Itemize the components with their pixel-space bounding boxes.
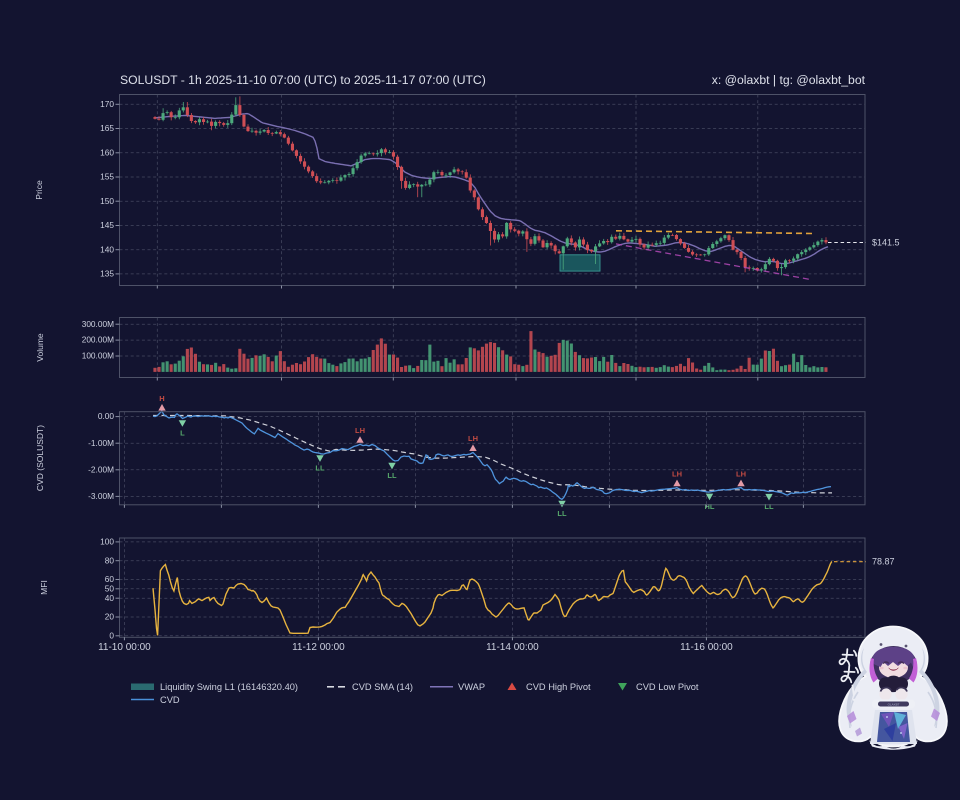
svg-text:145: 145	[100, 220, 114, 230]
svg-text:200.00M: 200.00M	[82, 335, 114, 345]
svg-text:Price: Price	[34, 180, 44, 200]
svg-text:11-14 00:00: 11-14 00:00	[486, 642, 539, 653]
svg-text:CVD: CVD	[160, 695, 180, 705]
svg-text:100.00M: 100.00M	[82, 351, 114, 361]
svg-text:135: 135	[100, 269, 114, 279]
svg-text:0.00: 0.00	[98, 411, 115, 421]
svg-text:140: 140	[100, 244, 114, 254]
svg-text:11-10 00:00: 11-10 00:00	[98, 642, 151, 653]
svg-text:HL: HL	[705, 502, 715, 511]
svg-text:150: 150	[100, 196, 114, 206]
svg-text:0: 0	[109, 630, 114, 640]
svg-text:155: 155	[100, 172, 114, 182]
svg-text:CVD SMA (14): CVD SMA (14)	[352, 682, 413, 692]
svg-text:MFI: MFI	[39, 580, 49, 595]
svg-text:Liquidity Swing L1 (16146320.4: Liquidity Swing L1 (16146320.40)	[160, 682, 298, 692]
svg-text:80: 80	[105, 555, 115, 565]
svg-text:78.87: 78.87	[872, 557, 895, 567]
svg-text:CVD Low Pivot: CVD Low Pivot	[636, 682, 699, 692]
svg-text:L: L	[180, 429, 185, 438]
svg-text:-2.00M: -2.00M	[88, 464, 114, 474]
svg-text:H: H	[159, 394, 164, 403]
svg-text:50: 50	[105, 583, 115, 593]
svg-text:LH: LH	[355, 426, 365, 435]
svg-text:LL: LL	[387, 471, 397, 480]
svg-text:CVD High Pivot: CVD High Pivot	[526, 682, 591, 692]
svg-text:LL: LL	[315, 464, 325, 473]
svg-text:LL: LL	[764, 502, 774, 511]
svg-text:170: 170	[100, 99, 114, 109]
svg-text:LH: LH	[736, 469, 746, 478]
svg-text:11-16 00:00: 11-16 00:00	[680, 642, 733, 653]
svg-text:OLAXBT: OLAXBT	[888, 702, 900, 706]
svg-text:LL: LL	[557, 509, 567, 518]
svg-text:11-12 00:00: 11-12 00:00	[292, 642, 345, 653]
svg-text:CVD (SOLUSDT): CVD (SOLUSDT)	[35, 425, 45, 491]
svg-text:$141.5: $141.5	[872, 238, 900, 248]
svg-text:-3.00M: -3.00M	[88, 491, 114, 501]
svg-text:160: 160	[100, 147, 114, 157]
svg-text:165: 165	[100, 123, 114, 133]
svg-text:LH: LH	[672, 469, 682, 478]
svg-text:300.00M: 300.00M	[82, 319, 114, 329]
svg-text:Volume: Volume	[35, 333, 45, 362]
svg-text:-1.00M: -1.00M	[88, 438, 114, 448]
svg-text:100: 100	[100, 537, 114, 547]
svg-text:x: @olaxbt | tg: @olaxbt_bot: x: @olaxbt | tg: @olaxbt_bot	[712, 73, 866, 87]
svg-text:60: 60	[105, 574, 115, 584]
svg-text:40: 40	[105, 593, 115, 603]
svg-text:SOLUSDT - 1h 2025-11-10 07:00: SOLUSDT - 1h 2025-11-10 07:00 (UTC) to 2…	[120, 73, 486, 87]
svg-text:VWAP: VWAP	[458, 682, 485, 692]
svg-text:20: 20	[105, 612, 115, 622]
svg-text:LH: LH	[468, 434, 478, 443]
